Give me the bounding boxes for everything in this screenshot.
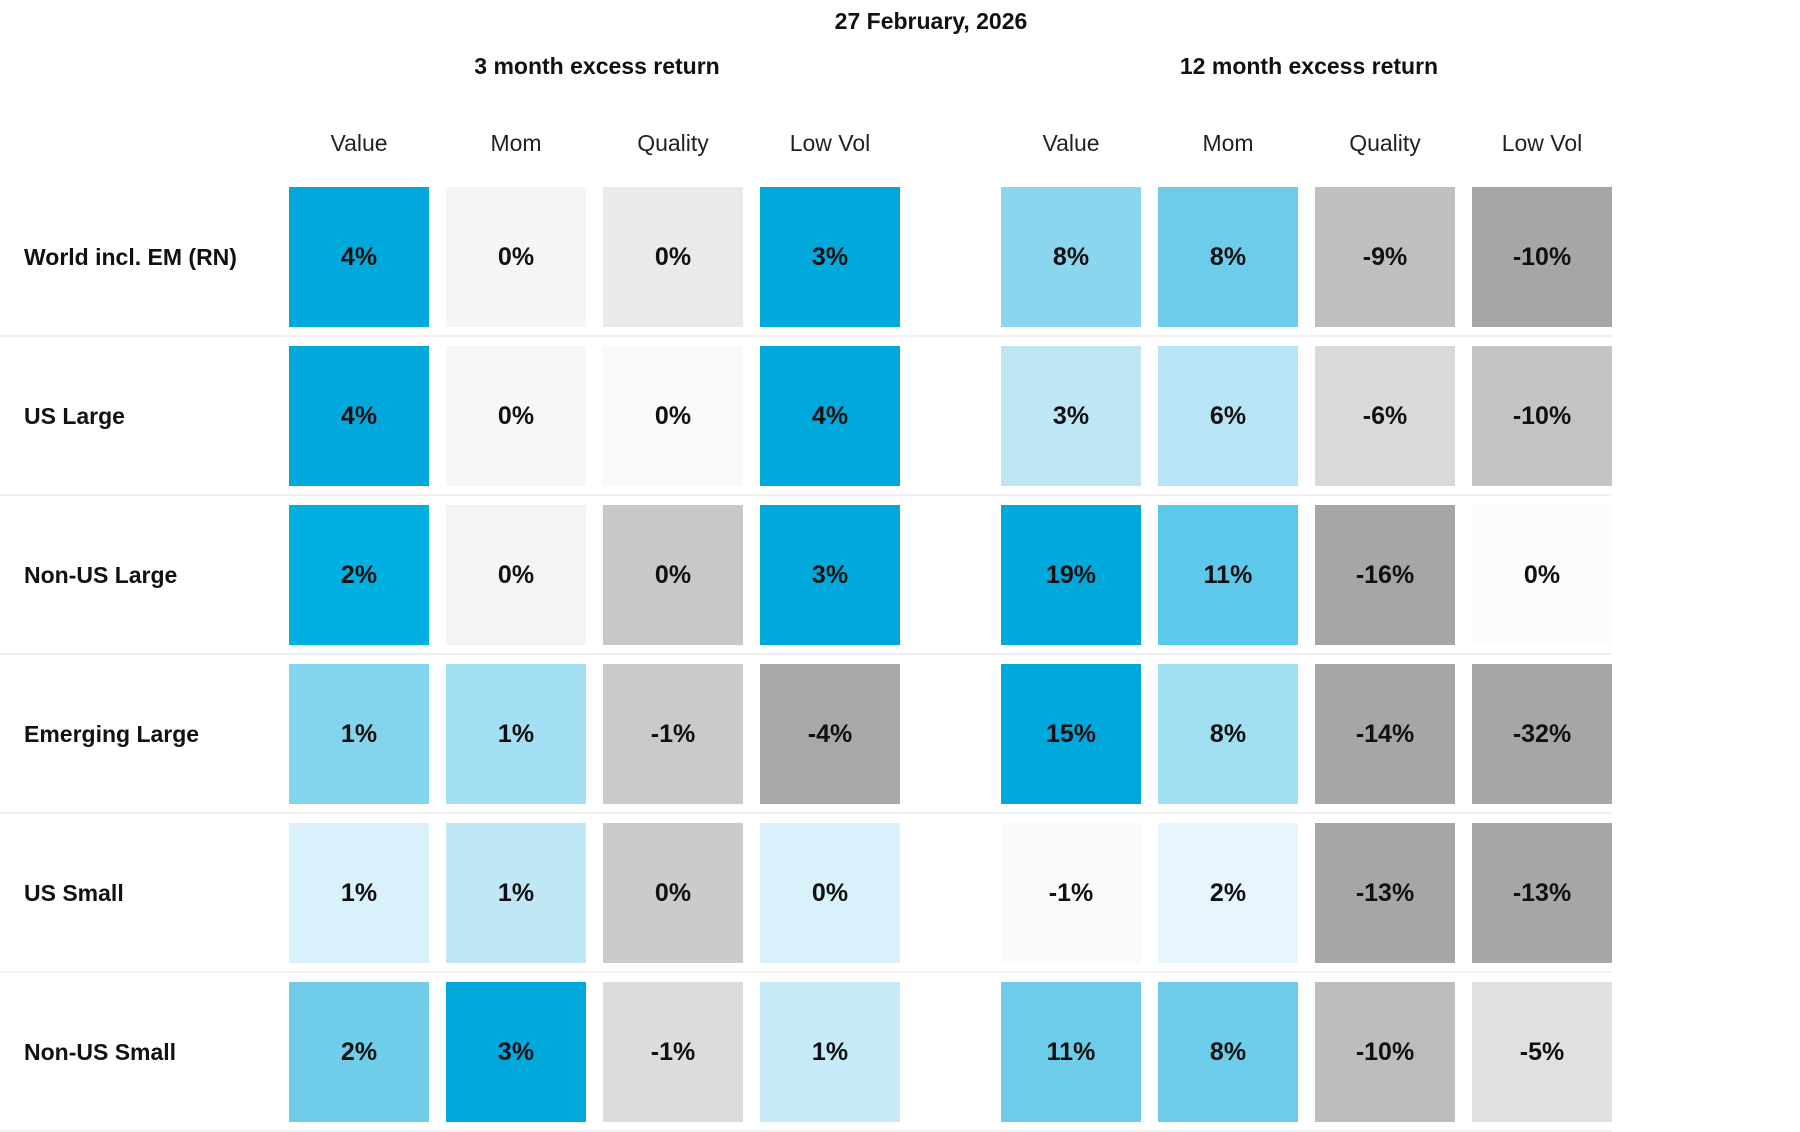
heatmap-cell: 0%: [446, 505, 586, 645]
heatmap-cell: 3%: [760, 187, 900, 327]
heatmap-cell: -1%: [603, 664, 743, 804]
heatmap-cell: 1%: [760, 982, 900, 1122]
heatmap-cell: 4%: [760, 346, 900, 486]
heatmap-cell: 8%: [1001, 187, 1141, 327]
heatmap-cell: 3%: [760, 505, 900, 645]
heatmap-cell: 2%: [289, 982, 429, 1122]
row-separator: [0, 812, 1612, 814]
row-separator: [0, 494, 1612, 496]
heatmap-cell: -6%: [1315, 346, 1455, 486]
heatmap-cell: 8%: [1158, 187, 1298, 327]
heatmap-cell: 8%: [1158, 664, 1298, 804]
heatmap-cell: 2%: [289, 505, 429, 645]
heatmap-cell: 11%: [1001, 982, 1141, 1122]
heatmap-cell: 19%: [1001, 505, 1141, 645]
heatmap-cell: 0%: [603, 187, 743, 327]
heatmap-cell: 2%: [1158, 823, 1298, 963]
column-header-quality: Quality: [637, 130, 709, 156]
column-header-value: Value: [1042, 130, 1100, 156]
row-separator: [0, 653, 1612, 655]
heatmap-cell: 0%: [760, 823, 900, 963]
heatmap-cell: 0%: [603, 505, 743, 645]
heatmap-cell: 3%: [1001, 346, 1141, 486]
heatmap-cell: -16%: [1315, 505, 1455, 645]
heatmap-cell: 0%: [603, 346, 743, 486]
column-header-low-vol: Low Vol: [1501, 130, 1583, 156]
heatmap-cell: 0%: [446, 346, 586, 486]
row-separator: [0, 335, 1612, 337]
heatmap-cell: 11%: [1158, 505, 1298, 645]
column-header-low-vol: Low Vol: [789, 130, 871, 156]
heatmap-cell: 1%: [446, 664, 586, 804]
column-header-mom: Mom: [490, 130, 542, 156]
heatmap-cell: -1%: [1001, 823, 1141, 963]
heatmap-cell: 3%: [446, 982, 586, 1122]
heatmap-cell: 4%: [289, 346, 429, 486]
column-header-mom: Mom: [1202, 130, 1254, 156]
heatmap-cell: -14%: [1315, 664, 1455, 804]
heatmap-cell: 1%: [289, 664, 429, 804]
row-label-us-large: US Large: [24, 403, 125, 429]
row-label-world-incl-em-rn: World incl. EM (RN): [24, 244, 237, 270]
heatmap-cell: 0%: [603, 823, 743, 963]
row-separator: [0, 971, 1612, 973]
heatmap-cell: -4%: [760, 664, 900, 804]
heatmap-cell: 1%: [289, 823, 429, 963]
heatmap-cell: 1%: [446, 823, 586, 963]
column-header-quality: Quality: [1349, 130, 1421, 156]
column-header-value: Value: [330, 130, 388, 156]
heatmap-cell: 0%: [1472, 505, 1612, 645]
heatmap-cell: -5%: [1472, 982, 1612, 1122]
heatmap-cell: 4%: [289, 187, 429, 327]
heatmap-cell: 8%: [1158, 982, 1298, 1122]
heatmap-cell: -1%: [603, 982, 743, 1122]
group-title-12-month: 12 month excess return: [1179, 53, 1439, 79]
row-label-us-small: US Small: [24, 880, 124, 906]
heatmap-cell: 0%: [446, 187, 586, 327]
row-label-non-us-large: Non-US Large: [24, 562, 178, 588]
group-title-3-month: 3 month excess return: [474, 53, 720, 79]
heatmap-cell: -32%: [1472, 664, 1612, 804]
heatmap-cell: -10%: [1315, 982, 1455, 1122]
heatmap-cell: -10%: [1472, 346, 1612, 486]
heatmap-cell: 6%: [1158, 346, 1298, 486]
chart-title: 27 February, 2026: [834, 8, 1028, 34]
heatmap-cell: -13%: [1472, 823, 1612, 963]
row-label-emerging-large: Emerging Large: [24, 721, 200, 747]
heatmap-cell: -13%: [1315, 823, 1455, 963]
heatmap-cell: -10%: [1472, 187, 1612, 327]
row-label-non-us-small: Non-US Small: [24, 1039, 177, 1065]
heatmap-cell: -9%: [1315, 187, 1455, 327]
heatmap-cell: 15%: [1001, 664, 1141, 804]
